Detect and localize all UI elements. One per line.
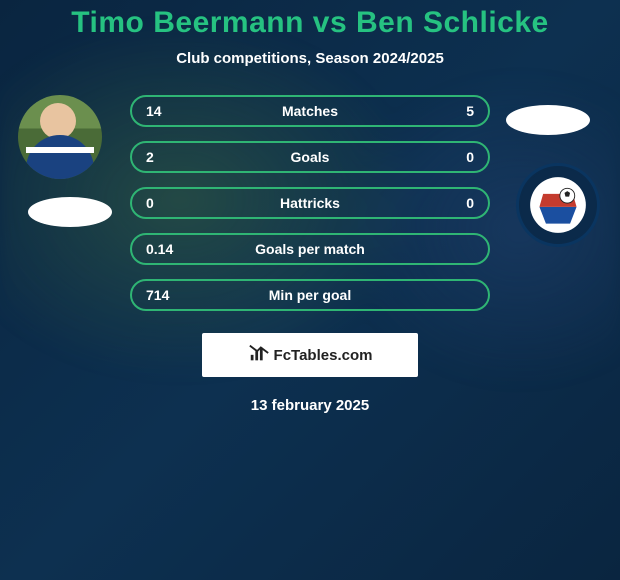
branding-box[interactable]: FcTables.com: [202, 333, 418, 377]
stat-right-value: 0: [466, 149, 474, 165]
branding-text: FcTables.com: [274, 347, 373, 364]
stat-left-value: 0: [146, 195, 154, 211]
stat-right-value: 0: [466, 195, 474, 211]
stat-label: Goals per match: [132, 241, 488, 257]
stat-row-goals-per-match: 0.14 Goals per match: [130, 233, 490, 265]
player-right-avatar-placeholder: [506, 105, 590, 135]
stat-row-matches: 14 Matches 5: [130, 95, 490, 127]
stat-label: Hattricks: [132, 195, 488, 211]
stat-label: Min per goal: [132, 287, 488, 303]
comparison-body: 14 Matches 5 2 Goals 0 0 Hattricks 0 0.1…: [0, 95, 620, 414]
stat-left-value: 14: [146, 103, 162, 119]
bar-chart-icon: [248, 342, 270, 368]
stat-row-hattricks: 0 Hattricks 0: [130, 187, 490, 219]
stat-left-value: 714: [146, 287, 169, 303]
stat-label: Matches: [132, 103, 488, 119]
team-left-badge-placeholder: [28, 197, 112, 227]
stat-left-value: 2: [146, 149, 154, 165]
page-title: Timo Beermann vs Ben Schlicke: [0, 6, 620, 40]
stat-right-value: 5: [466, 103, 474, 119]
player-left-avatar: [18, 95, 102, 179]
stat-label: Goals: [132, 149, 488, 165]
page-subtitle: Club competitions, Season 2024/2025: [0, 50, 620, 67]
stat-row-min-per-goal: 714 Min per goal: [130, 279, 490, 311]
stat-left-value: 0.14: [146, 241, 173, 257]
generation-date: 13 february 2025: [0, 397, 620, 414]
stat-row-goals: 2 Goals 0: [130, 141, 490, 173]
stats-list: 14 Matches 5 2 Goals 0 0 Hattricks 0 0.1…: [130, 95, 490, 311]
comparison-card: Timo Beermann vs Ben Schlicke Club compe…: [0, 0, 620, 414]
team-right-badge: [516, 163, 600, 247]
